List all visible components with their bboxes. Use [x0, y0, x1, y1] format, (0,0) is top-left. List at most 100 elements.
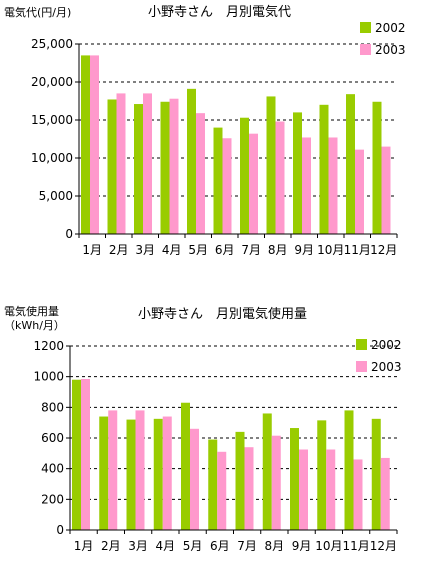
chart-title: 小野寺さん 月別電気使用量 [138, 307, 308, 322]
bar-2002 [262, 413, 272, 530]
bar-2002 [72, 379, 81, 530]
x-tick-label: 11月 [344, 243, 371, 257]
bar-2002 [346, 94, 355, 234]
chart-electricity-usage: 電気使用量 （kWh/月） 小野寺さん 月別電気使用量 0 200 400 600 80… [0, 285, 444, 570]
x-tick-label: 1月 [82, 243, 102, 257]
y-tick-label: 400 [41, 462, 64, 476]
bar-2002 [293, 112, 302, 234]
bar-2003 [326, 449, 336, 530]
bar-2003 [302, 137, 311, 234]
x-tick-label: 10月 [317, 243, 344, 257]
legend-swatch-2002 [356, 339, 367, 350]
y-tick-label: 25,000 [31, 37, 73, 51]
bar-2003 [249, 133, 258, 234]
y-tick-label: 15,000 [31, 113, 73, 127]
bar-2003 [81, 378, 90, 530]
bar-2002 [99, 416, 109, 530]
bar-2003 [328, 137, 338, 234]
bar-2003 [108, 410, 118, 530]
chart-title: 小野寺さん 月別電気代 [148, 5, 292, 20]
x-tick-label: 10月 [315, 539, 342, 553]
x-tick-label: 9月 [292, 539, 312, 553]
bar-2003 [355, 149, 364, 234]
x-tick-label: 4月 [156, 539, 176, 553]
bar-2003 [381, 146, 391, 234]
bar-2003 [135, 410, 145, 530]
bar-2002 [160, 101, 170, 234]
y-tick-label: 0 [65, 227, 73, 241]
y-tick-label: 600 [41, 431, 64, 445]
x-tick-label: 7月 [241, 243, 261, 257]
x-tick-label: 5月 [188, 243, 208, 257]
x-tick-label: 6月 [215, 243, 235, 257]
bar-2003 [353, 459, 363, 530]
y-axis-label-line1: 電気使用量 [4, 305, 59, 318]
x-tick-label: 5月 [183, 539, 203, 553]
bar-2002 [126, 419, 136, 530]
y-axis-label: 電気代(円/月) [4, 6, 72, 19]
bar-2003 [196, 113, 205, 234]
y-tick-label: 1200 [33, 339, 64, 353]
bar-2002 [317, 420, 327, 530]
x-tick-label: 8月 [268, 243, 288, 257]
y-tick-label: 20,000 [31, 75, 73, 89]
x-tick-label: 6月 [210, 539, 230, 553]
bar-2003 [380, 457, 390, 530]
legend-swatch-2003 [360, 44, 371, 55]
bar-2002 [372, 101, 382, 234]
x-tick-label: 8月 [265, 539, 285, 553]
bar-2002 [107, 99, 117, 234]
bar-2003 [299, 449, 308, 530]
x-tick-label: 3月 [128, 539, 148, 553]
bar-2003 [116, 93, 126, 235]
bar-2002 [208, 439, 218, 530]
y-tick-label: 5,000 [39, 189, 73, 203]
bar-2003 [169, 98, 179, 234]
y-tick-label: 10,000 [31, 151, 73, 165]
bar-2002 [153, 418, 163, 530]
bar-2003 [162, 416, 172, 530]
bar-2002 [81, 55, 90, 235]
bar-2002 [213, 127, 223, 234]
y-tick-label: 1000 [33, 370, 64, 384]
x-tick-label: 7月 [237, 539, 257, 553]
bar-2002 [319, 104, 329, 234]
x-tick-label: 3月 [135, 243, 155, 257]
bar-2002 [266, 96, 276, 234]
bar-2002 [181, 402, 190, 530]
bar-chart-svg: 0 5,000 10,000 15,000 20,000 25,000 1月 2月 3月 4月 5月… [31, 21, 406, 257]
x-tick-label: 9月 [294, 243, 314, 257]
bar-2002 [187, 88, 196, 234]
legend-label-2002: 2002 [375, 21, 406, 35]
x-tick-label: 2月 [101, 539, 121, 553]
chart-electricity-cost: 電気代(円/月) 小野寺さん 月別電気代 0 5,000 10,000 15,000 2… [4, 5, 406, 257]
legend-swatch-2002 [360, 22, 371, 33]
bar-2002 [371, 418, 381, 530]
x-tick-label: 2月 [109, 243, 129, 257]
bar-2002 [235, 431, 245, 530]
bar-2003 [90, 55, 99, 235]
y-axis-label-line2: （kWh/月） [4, 319, 65, 332]
y-tick-label: 0 [56, 523, 64, 537]
legend-swatch-2003 [356, 361, 367, 372]
x-tick-label: 11月 [342, 539, 369, 553]
x-tick-label: 4月 [162, 243, 182, 257]
bar-2003 [244, 447, 254, 530]
x-tick-label: 12月 [370, 539, 397, 553]
bar-2003 [143, 93, 152, 235]
bar-2003 [271, 435, 281, 530]
bar-2002 [290, 428, 299, 530]
bar-2002 [344, 410, 354, 530]
legend-label-2002: 2002 [371, 338, 402, 352]
x-tick-label: 1月 [74, 539, 94, 553]
bar-2003 [217, 451, 227, 530]
bar-2003 [275, 121, 285, 234]
legend-label-2003: 2003 [375, 43, 406, 57]
bar-2002 [134, 104, 143, 234]
legend-label-2003: 2003 [371, 360, 402, 374]
x-tick-label: 12月 [370, 243, 397, 257]
bar-2003 [190, 428, 199, 530]
bar-2003 [222, 138, 232, 234]
y-tick-label: 200 [41, 492, 64, 506]
